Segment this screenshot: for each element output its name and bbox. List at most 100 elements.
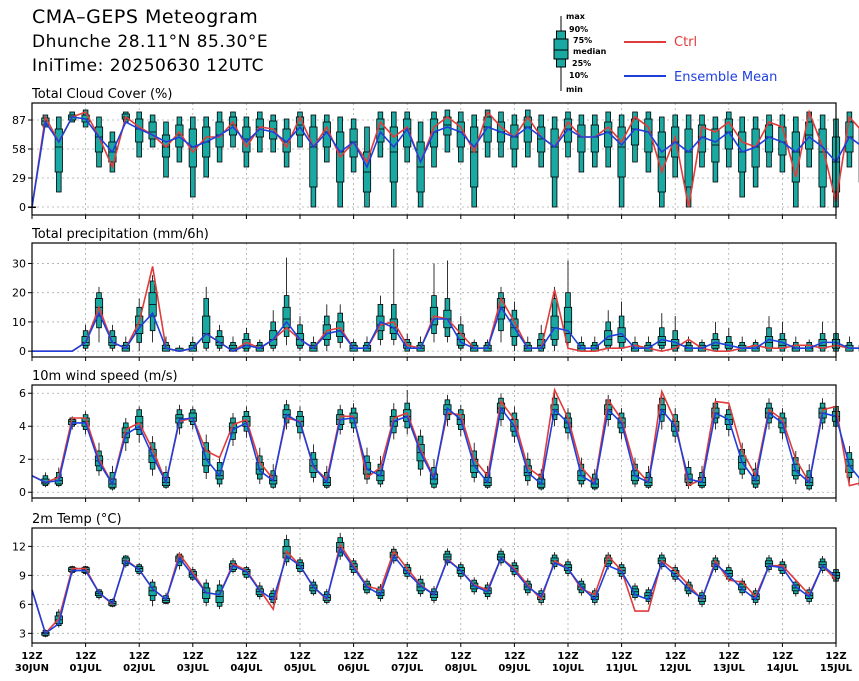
- y-tick-label: 0: [19, 486, 26, 499]
- x-tick-label-date: 10JUL: [552, 663, 585, 674]
- x-tick-label-time: 12Z: [75, 651, 96, 662]
- box-inner: [617, 126, 626, 178]
- y-tick-label: 3: [19, 627, 26, 640]
- x-tick-label-time: 12Z: [182, 651, 203, 662]
- panel-frame: [31, 384, 837, 499]
- y-tick-label: 30: [12, 257, 26, 270]
- x-tick-label-time: 12Z: [129, 651, 150, 662]
- y-tick-label: 0: [19, 201, 26, 214]
- ensemble-mean-series-line: [31, 116, 859, 208]
- box-inner: [148, 121, 157, 140]
- x-tick-label-date: 07JUL: [391, 663, 424, 674]
- x-tick-label-time: 12Z: [825, 651, 846, 662]
- box-inner: [577, 124, 586, 153]
- box-inner: [563, 306, 573, 335]
- box-inner: [805, 121, 814, 150]
- x-tick-label-date: 13JUL: [713, 663, 746, 674]
- legend-ctrl-label: Ctrl: [674, 35, 697, 50]
- legend-mean-label: Ensemble Mean: [674, 70, 777, 85]
- x-tick-label-time: 12Z: [236, 651, 257, 662]
- legend-label-p90: 90%: [569, 25, 588, 34]
- x-tick-label-time: 12Z: [397, 651, 418, 662]
- x-tick-label-time: 12Z: [611, 651, 632, 662]
- init-time-label: IniTime: 20250630 12UTC: [32, 56, 265, 76]
- x-tick-label-time: 12Z: [21, 651, 42, 662]
- panel-title-cloud: Total Cloud Cover (%): [31, 87, 172, 102]
- x-tick-label-date: 30JUN: [15, 663, 49, 674]
- y-tick-label: 4: [19, 420, 26, 433]
- y-tick-label: 29: [12, 172, 26, 185]
- panel-cloud-cover: 0 29 58 87: [12, 102, 859, 219]
- panel-frame: [31, 242, 837, 358]
- y-tick-label: 6: [19, 387, 26, 400]
- panel-title-temp: 2m Temp (°C): [32, 512, 122, 527]
- legend-label-max: max: [566, 12, 586, 21]
- x-tick-label-date: 08JUL: [445, 663, 478, 674]
- x-tick-label-time: 12Z: [718, 651, 739, 662]
- x-tick-label-date: 14JUL: [766, 663, 799, 674]
- box-inner: [644, 118, 653, 153]
- legend: max 90% 75% median 25% 10% min Ctrl Ense…: [553, 12, 777, 94]
- panel-wind-speed: 0 2 4 6: [19, 384, 859, 502]
- x-tick-label-time: 12Z: [343, 651, 364, 662]
- box-inner: [711, 128, 720, 163]
- box-inner: [470, 126, 479, 188]
- ensemble-mean-series-line: [32, 305, 859, 353]
- box-inner: [483, 116, 492, 143]
- x-axis-labels: 12Z30JUN12Z01JUL12Z02JUL12Z03JUL12Z04JUL…: [15, 651, 853, 674]
- y-tick-label: 9: [19, 569, 26, 582]
- legend-label-min: min: [566, 85, 583, 94]
- box-inner: [630, 118, 640, 146]
- legend-box-inner: [553, 38, 569, 60]
- box-inner: [389, 126, 398, 183]
- x-tick-label-date: 03JUL: [177, 663, 210, 674]
- x-tick-label-time: 12Z: [557, 651, 578, 662]
- y-tick-label: 0: [19, 345, 26, 358]
- legend-label-p25: 25%: [572, 59, 591, 68]
- x-tick-label-date: 02JUL: [123, 663, 156, 674]
- x-tick-label-time: 12Z: [504, 651, 525, 662]
- x-tick-label-date: 12JUL: [659, 663, 692, 674]
- panel-frame: [31, 102, 837, 216]
- box-inner: [269, 330, 278, 346]
- x-tick-label-date: 01JUL: [70, 663, 103, 674]
- ensemble-mean-series-line: [31, 546, 837, 635]
- box-inner: [590, 124, 599, 153]
- x-tick-label-date: 06JUL: [338, 663, 371, 674]
- ctrl-series-line: [31, 109, 859, 208]
- x-tick-label-time: 12Z: [289, 651, 310, 662]
- x-tick-label-date: 11JUL: [606, 663, 639, 674]
- location-label: Dhunche 28.11°N 85.30°E: [32, 32, 269, 52]
- panel-title-wind: 10m wind speed (m/s): [32, 369, 178, 384]
- x-tick-label-date: 04JUL: [230, 663, 263, 674]
- box-inner: [604, 330, 613, 346]
- box-inner: [818, 128, 827, 188]
- box-inner: [550, 128, 559, 178]
- x-tick-label-time: 12Z: [450, 651, 471, 662]
- panel-precipitation: 0 10 20 30: [12, 242, 859, 361]
- panel-temperature: 3 6 9 12: [12, 527, 841, 647]
- page-title: CMA–GEPS Meteogram: [32, 6, 259, 28]
- box-inner: [684, 128, 693, 188]
- y-tick-label: 2: [19, 453, 26, 466]
- legend-label-median: median: [573, 47, 607, 56]
- box-inner: [617, 327, 626, 343]
- y-tick-label: 20: [12, 287, 26, 300]
- panel-title-precip: Total precipitation (mm/6h): [31, 227, 209, 242]
- x-tick-label-date: 15JUL: [820, 663, 853, 674]
- ensemble-mean-series-line: [31, 406, 859, 486]
- y-tick-label: 10: [12, 316, 26, 329]
- panel-frame: [31, 527, 837, 644]
- y-tick-label: 6: [19, 598, 26, 611]
- y-tick-label: 87: [12, 114, 26, 127]
- x-tick-label-time: 12Z: [665, 651, 686, 662]
- box-inner: [202, 315, 211, 343]
- x-tick-label-date: 09JUL: [498, 663, 531, 674]
- legend-label-p75: 75%: [573, 36, 592, 45]
- y-tick-label: 58: [12, 143, 26, 156]
- y-tick-label: 12: [12, 540, 26, 553]
- box-inner: [54, 128, 63, 173]
- x-tick-label-time: 12Z: [772, 651, 793, 662]
- x-tick-label-date: 05JUL: [284, 663, 317, 674]
